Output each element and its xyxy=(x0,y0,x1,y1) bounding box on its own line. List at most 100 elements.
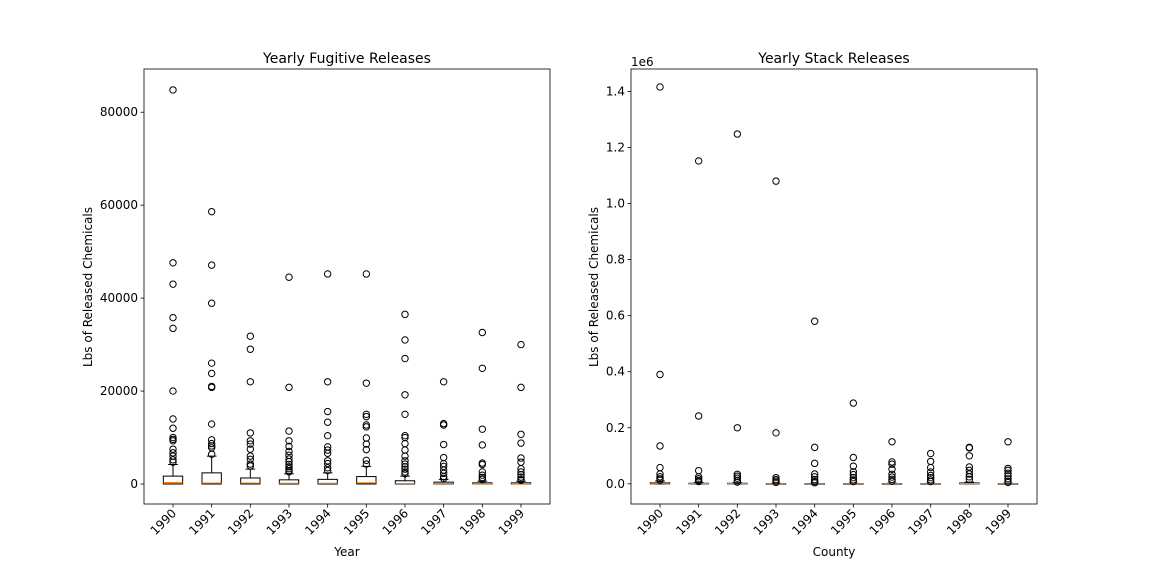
outlier-point xyxy=(965,475,974,484)
outlier-point xyxy=(285,437,293,445)
outlier-point xyxy=(517,468,525,476)
outlier-point xyxy=(517,430,525,438)
outlier-point xyxy=(246,437,255,445)
outlier-point xyxy=(401,465,409,473)
y-axis-label: Lbs of Released Chemicals xyxy=(587,207,601,367)
box-1997 xyxy=(920,449,941,486)
y-axis-label: Lbs of Released Chemicals xyxy=(81,207,95,367)
outlier-point xyxy=(772,478,780,487)
box-1994 xyxy=(317,270,338,485)
outlier-point xyxy=(169,313,177,322)
outlier-point xyxy=(1004,464,1012,473)
outlier-point xyxy=(772,429,780,437)
outlier-point xyxy=(517,454,525,462)
outlier-point xyxy=(323,466,332,475)
box-1990 xyxy=(162,86,184,485)
box-1993 xyxy=(765,177,787,487)
y-tick-label: 40000 xyxy=(100,291,138,305)
outlier-point xyxy=(207,359,216,367)
outlier-point xyxy=(285,427,293,435)
outlier-point xyxy=(362,379,371,387)
y-tick-label: 0.6 xyxy=(606,309,625,323)
outlier-point xyxy=(810,473,819,481)
iqr-box xyxy=(240,477,261,485)
outlier-point xyxy=(362,270,371,278)
outlier-point xyxy=(246,445,255,453)
outlier-point xyxy=(169,259,177,267)
outlier-point xyxy=(694,477,703,486)
box-1998 xyxy=(472,328,493,485)
outlier-point xyxy=(285,442,293,451)
outlier-point xyxy=(517,476,525,484)
outlier-point xyxy=(362,445,371,454)
outlier-point xyxy=(323,464,332,472)
outlier-point xyxy=(888,465,896,473)
outlier-point xyxy=(362,410,371,419)
outlier-point xyxy=(810,470,819,478)
box-plot-series xyxy=(162,86,532,485)
outlier-point xyxy=(733,474,742,482)
outlier-point xyxy=(926,477,935,486)
outlier-point xyxy=(517,439,525,447)
outlier-point xyxy=(323,270,332,278)
outlier-point xyxy=(362,440,371,448)
outlier-point xyxy=(810,317,819,325)
outlier-point xyxy=(965,470,974,478)
outlier-point xyxy=(401,336,409,344)
outlier-point xyxy=(965,463,974,471)
iqr-box xyxy=(278,479,300,485)
outlier-point xyxy=(888,473,896,481)
outlier-point xyxy=(656,473,664,481)
outlier-point xyxy=(169,456,177,464)
outlier-point xyxy=(207,420,216,428)
outlier-point xyxy=(401,391,409,399)
outlier-point xyxy=(207,442,216,450)
outlier-point xyxy=(478,475,487,484)
outlier-point xyxy=(849,399,858,407)
outlier-point xyxy=(772,473,780,482)
y-tick-label: 0.2 xyxy=(606,421,625,435)
outlier-point xyxy=(169,280,177,288)
outlier-point xyxy=(246,332,255,340)
outlier-point xyxy=(439,474,448,483)
x-axis-label: County xyxy=(813,545,856,559)
outlier-point xyxy=(439,421,448,429)
outlier-point xyxy=(517,471,525,479)
outlier-point xyxy=(439,469,448,478)
chart-title: Yearly Stack Releases xyxy=(757,51,909,67)
iqr-box xyxy=(356,476,377,485)
outlier-point xyxy=(694,157,703,165)
outlier-point xyxy=(694,473,703,481)
outlier-point xyxy=(169,458,177,466)
outlier-point xyxy=(849,453,858,462)
outlier-point xyxy=(323,457,332,465)
outlier-point xyxy=(169,437,177,445)
outlier-point xyxy=(246,429,255,437)
box-1998 xyxy=(959,443,980,485)
outlier-point xyxy=(169,433,177,442)
outlier-point xyxy=(888,470,896,478)
outlier-point xyxy=(656,83,664,91)
outlier-point xyxy=(169,449,177,457)
outlier-point xyxy=(401,470,409,478)
outlier-point xyxy=(517,340,525,349)
outlier-point xyxy=(965,444,974,452)
outlier-point xyxy=(207,261,216,269)
outlier-point xyxy=(926,473,935,482)
y-axis-ticks: 0 20000 40000 60000 80000 xyxy=(100,105,144,491)
outlier-point xyxy=(733,472,742,480)
outlier-point xyxy=(849,468,858,476)
outlier-point xyxy=(517,383,525,392)
box-1991 xyxy=(201,207,222,485)
outlier-point xyxy=(207,369,216,378)
outlier-point xyxy=(246,462,255,470)
outlier-point xyxy=(401,410,409,419)
plot-area-frame xyxy=(630,68,1038,505)
y-axis-ticks: 0.0 0.2 0.4 0.6 0.8 1.0 1.2 1.4 xyxy=(606,84,631,491)
box-1999 xyxy=(997,438,1019,487)
outlier-point xyxy=(1004,475,1012,483)
outlier-point xyxy=(362,412,371,421)
outlier-point xyxy=(849,473,858,482)
outlier-point xyxy=(478,460,487,469)
outlier-point xyxy=(323,407,332,416)
